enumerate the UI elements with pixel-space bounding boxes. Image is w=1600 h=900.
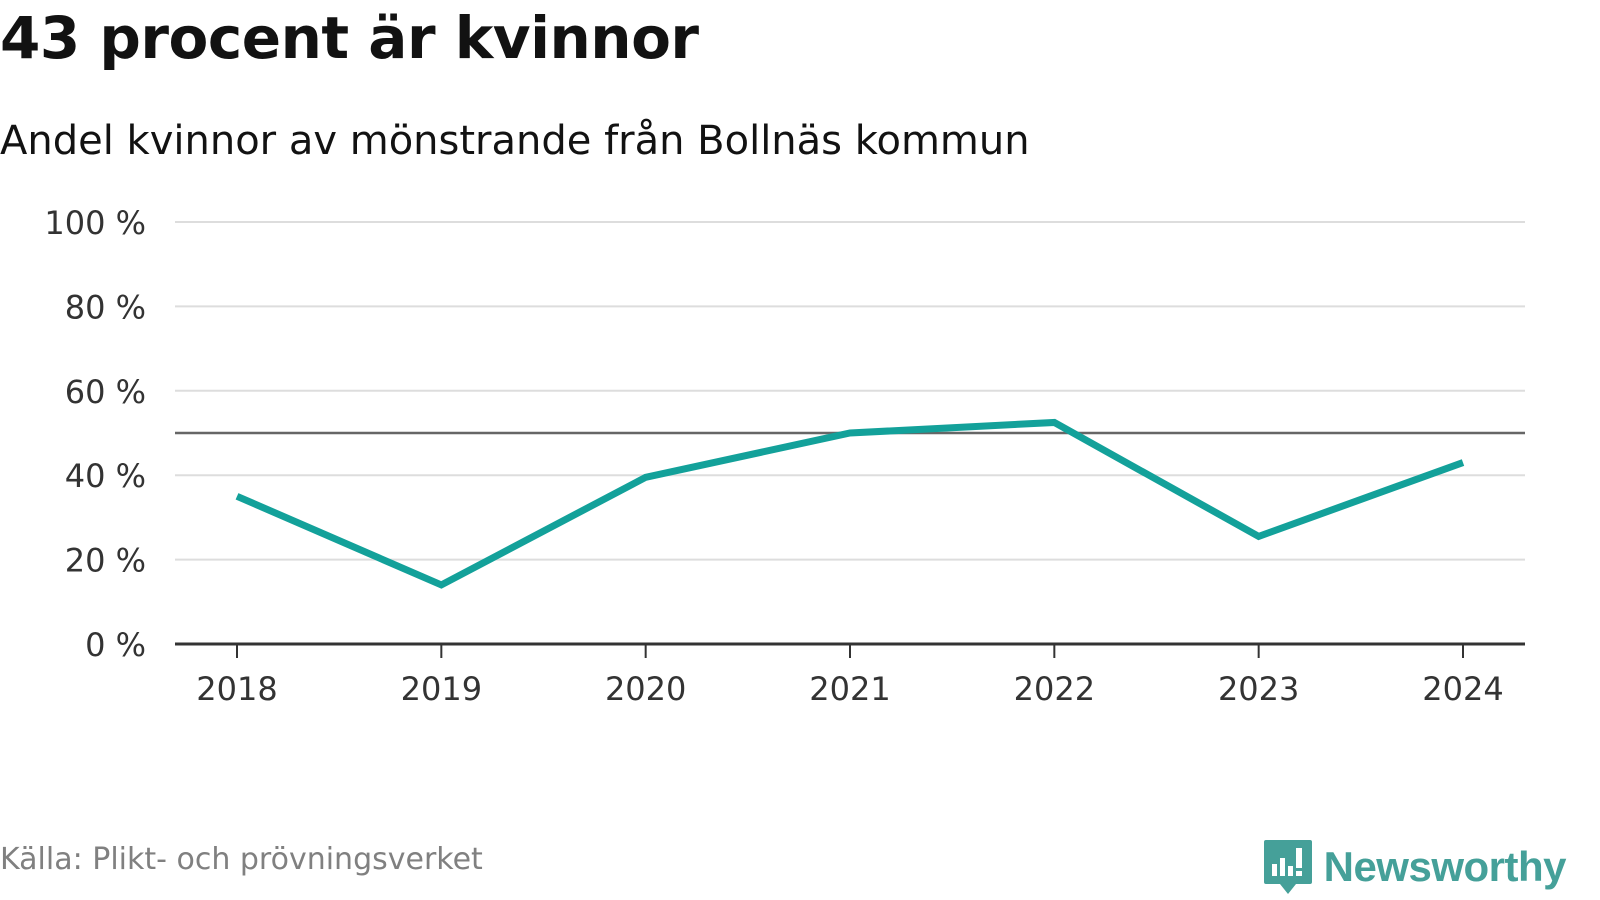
- y-tick-label: 60 %: [65, 373, 146, 411]
- x-tick-label: 2019: [401, 670, 482, 708]
- line-chart: 0 % 20 % 40 % 60 % 80 % 100 % 2018 2019 2020 2021…: [44, 204, 1525, 708]
- x-tick-label: 2023: [1218, 670, 1299, 708]
- x-tick-label: 2018: [196, 670, 277, 708]
- x-tick-label: 2024: [1422, 670, 1503, 708]
- newsworthy-logo: Newsworthy: [1262, 838, 1567, 896]
- x-tick-label: 2020: [605, 670, 686, 708]
- y-tick-label: 40 %: [65, 457, 146, 495]
- chart-title: 43 procent är kvinnor: [0, 4, 699, 72]
- x-tick-label: 2022: [1014, 670, 1095, 708]
- y-tick-label: 100 %: [44, 204, 146, 242]
- newsworthy-icon: [1263, 840, 1312, 894]
- y-tick-label: 20 %: [65, 542, 146, 580]
- brand-name: Newsworthy: [1323, 843, 1567, 890]
- y-tick-label: 0 %: [85, 626, 146, 664]
- chart-subtitle: Andel kvinnor av mönstrande från Bollnäs…: [0, 118, 1030, 164]
- x-tick-label: 2021: [809, 670, 890, 708]
- source-note: Källa: Plikt- och prövningsverket: [0, 842, 483, 877]
- y-tick-label: 80 %: [65, 288, 146, 326]
